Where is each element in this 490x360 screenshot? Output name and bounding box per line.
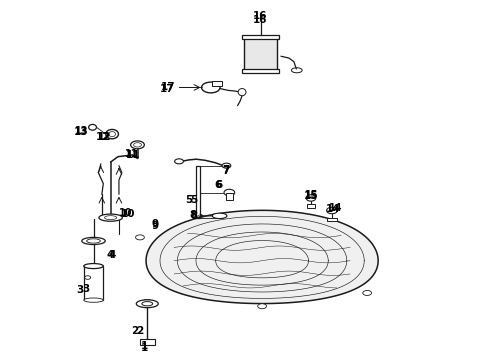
Text: 4: 4: [107, 250, 114, 260]
Ellipse shape: [84, 298, 103, 302]
Bar: [244, 39, 277, 72]
Text: 16: 16: [252, 15, 267, 26]
Text: 13: 13: [74, 126, 88, 135]
Ellipse shape: [258, 304, 267, 309]
Ellipse shape: [142, 302, 153, 306]
Text: 2: 2: [136, 325, 144, 336]
Ellipse shape: [106, 130, 119, 139]
Ellipse shape: [87, 239, 100, 243]
Ellipse shape: [84, 264, 103, 269]
Text: 9: 9: [151, 221, 158, 230]
Ellipse shape: [99, 214, 122, 221]
Text: 17: 17: [160, 84, 174, 94]
Text: 2: 2: [131, 326, 139, 336]
Ellipse shape: [136, 235, 145, 240]
Text: 13: 13: [74, 127, 89, 136]
Text: 16: 16: [252, 11, 267, 21]
Ellipse shape: [327, 207, 337, 214]
Bar: [242, 35, 279, 40]
Text: 7: 7: [223, 166, 230, 176]
Ellipse shape: [104, 216, 117, 220]
Bar: [242, 69, 279, 73]
Text: 15: 15: [304, 191, 318, 201]
Ellipse shape: [174, 159, 183, 164]
Ellipse shape: [89, 125, 97, 130]
Ellipse shape: [131, 141, 145, 149]
Text: 5: 5: [190, 195, 197, 205]
Ellipse shape: [363, 291, 371, 296]
Text: 1: 1: [141, 341, 148, 351]
Bar: [196, 166, 200, 218]
Text: 12: 12: [96, 132, 111, 142]
Bar: [212, 81, 221, 86]
Text: 14: 14: [326, 204, 340, 214]
Text: 3: 3: [77, 285, 84, 296]
Ellipse shape: [85, 276, 91, 279]
Text: 15: 15: [305, 190, 318, 200]
Text: 8: 8: [190, 211, 197, 221]
Text: 7: 7: [223, 165, 230, 175]
Text: 6: 6: [215, 180, 222, 190]
Polygon shape: [146, 210, 378, 303]
Text: 11: 11: [125, 149, 138, 159]
Ellipse shape: [143, 300, 152, 305]
Text: 10: 10: [119, 208, 132, 218]
Text: 9: 9: [151, 219, 158, 229]
Text: 8: 8: [189, 210, 196, 220]
Ellipse shape: [224, 189, 235, 196]
Ellipse shape: [134, 143, 142, 147]
Text: 11: 11: [125, 150, 140, 160]
Text: 10: 10: [121, 209, 135, 219]
Ellipse shape: [136, 300, 158, 308]
Bar: [140, 338, 155, 345]
Text: 5: 5: [185, 195, 193, 205]
Ellipse shape: [222, 163, 231, 168]
Text: 14: 14: [329, 203, 342, 213]
Ellipse shape: [82, 237, 105, 244]
Bar: [84, 266, 103, 300]
Ellipse shape: [306, 195, 316, 201]
Ellipse shape: [109, 132, 116, 136]
Ellipse shape: [212, 213, 227, 219]
Bar: [307, 204, 316, 208]
Bar: [226, 193, 233, 200]
Ellipse shape: [238, 89, 246, 96]
Text: 12: 12: [98, 132, 111, 142]
Text: 3: 3: [83, 284, 90, 294]
Text: 6: 6: [215, 180, 222, 190]
Text: 17: 17: [161, 82, 175, 93]
Text: 1: 1: [141, 343, 148, 353]
Bar: [327, 218, 337, 221]
Text: 4: 4: [108, 250, 116, 260]
